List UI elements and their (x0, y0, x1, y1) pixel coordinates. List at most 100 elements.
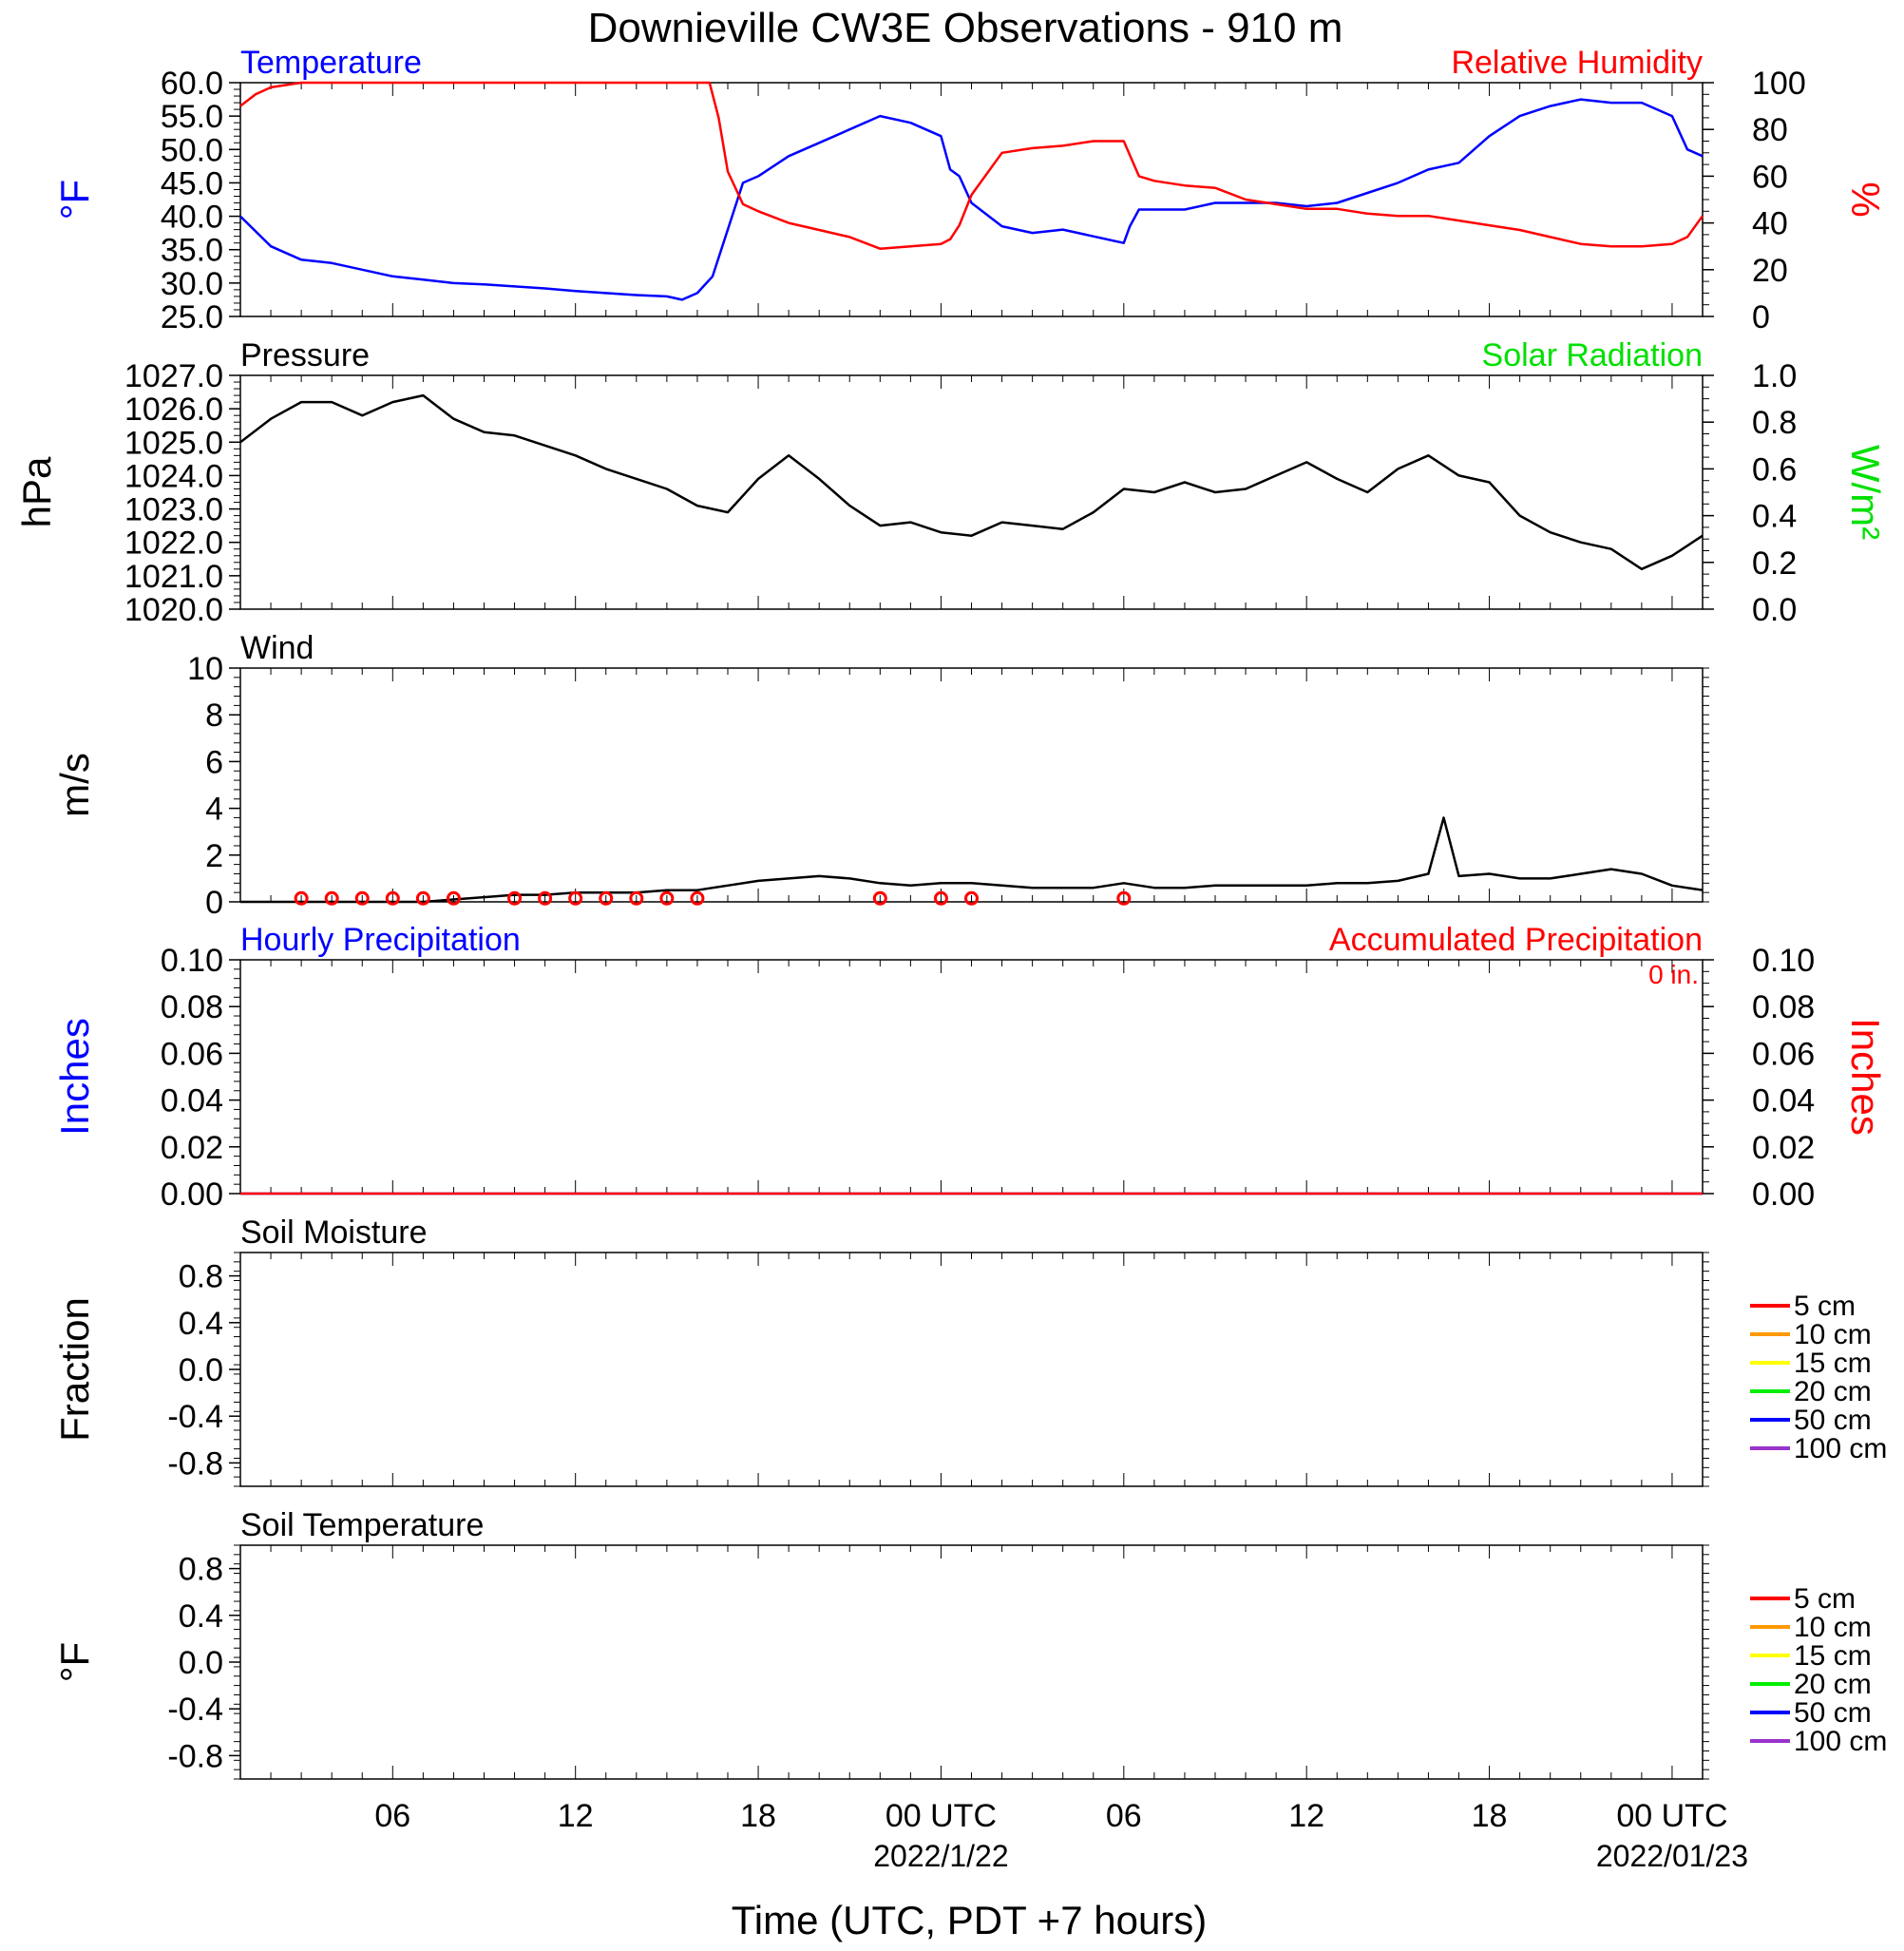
y-tick-label: 25.0 (161, 299, 223, 335)
y-tick-label: -0.4 (167, 1399, 223, 1435)
calm-wind-marker (538, 890, 553, 906)
x-date-label: 2022/01/23 (1596, 1839, 1748, 1873)
y-tick-label: 1026.0 (124, 392, 223, 428)
panel-title-right: Relative Humidity (1451, 45, 1703, 81)
y-tick-label: 0.8 (179, 1259, 223, 1295)
legend-label: 5 cm (1794, 1583, 1856, 1615)
y-tick-label: 4 (205, 792, 223, 828)
legend-label: 15 cm (1794, 1640, 1872, 1672)
series-line-relative-humidity (239, 81, 1704, 250)
y-right-axis-unit: W/m² (1843, 445, 1888, 540)
y-tick-label: -0.8 (167, 1445, 223, 1482)
y-right-tick-label: 0.02 (1752, 1130, 1815, 1166)
y-tick-label: 1027.0 (124, 358, 223, 394)
y-right-axis-unit: % (1843, 182, 1888, 217)
y-right-tick-label: 0.8 (1752, 405, 1797, 441)
x-tick-label: 06 (374, 1798, 410, 1834)
x-date-label: 2022/1/22 (873, 1839, 1008, 1873)
y-right-tick-label: 1.0 (1752, 358, 1797, 394)
calm-wind-marker (659, 890, 675, 906)
y-right-tick-label: 60 (1752, 159, 1788, 195)
y-right-tick-label: 0.4 (1752, 499, 1797, 535)
calm-wind-marker (629, 890, 644, 906)
x-tick-label: 06 (1106, 1798, 1142, 1834)
y-right-tick-label: 40 (1752, 206, 1788, 242)
panel-title-left: Soil Temperature (240, 1507, 484, 1543)
y-tick-label: 1022.0 (124, 526, 223, 562)
y-tick-label: 0.08 (161, 989, 223, 1025)
y-right-tick-label: 100 (1752, 66, 1806, 102)
y-right-tick-label: 0.08 (1752, 989, 1815, 1025)
calm-wind-marker (690, 890, 705, 906)
legend-label: 50 cm (1794, 1697, 1872, 1729)
y-tick-label: 45.0 (161, 165, 223, 201)
y-tick-label: 35.0 (161, 233, 223, 269)
plot-frame (239, 374, 1704, 610)
y-tick-label: 1023.0 (124, 492, 223, 528)
calm-wind-marker (1116, 890, 1132, 906)
y-right-tick-label: 0.04 (1752, 1083, 1815, 1119)
panel-title-left: Soil Moisture (240, 1215, 428, 1251)
y-tick-label: -0.8 (167, 1738, 223, 1774)
legend-label: 50 cm (1794, 1405, 1872, 1436)
y-tick-label: 0.0 (179, 1645, 223, 1681)
legend-label: 20 cm (1794, 1376, 1872, 1407)
plot-frame (239, 1544, 1704, 1780)
series-line-temperature (239, 98, 1704, 301)
y-tick-label: 40.0 (161, 200, 223, 236)
series-line-wind (240, 816, 1704, 904)
y-tick-label: 2 (205, 838, 223, 874)
calm-wind-marker (354, 890, 370, 906)
y-right-tick-label: 20 (1752, 253, 1788, 289)
y-axis-unit: hPa (14, 456, 59, 527)
panel-title-left: Wind (240, 630, 314, 666)
y-tick-label: 0.4 (179, 1598, 223, 1635)
x-tick-label: 12 (558, 1798, 594, 1834)
y-tick-label: 0.10 (161, 943, 223, 979)
y-right-tick-label: 0.2 (1752, 545, 1797, 582)
plot-frame (239, 667, 1704, 903)
panel-temperature-humidity: 25.030.035.040.045.050.055.060.0 0 20 40 60 8… (52, 45, 1888, 335)
y-right-tick-label: 0.06 (1752, 1036, 1815, 1072)
series-line-pressure (239, 393, 1704, 571)
y-tick-label: 1021.0 (124, 559, 223, 595)
panel-title-left: Pressure (240, 337, 370, 373)
legend-label: 100 cm (1794, 1433, 1887, 1464)
y-tick-label: 0.06 (161, 1036, 223, 1072)
y-tick-label: -0.4 (167, 1692, 223, 1728)
y-tick-label: 0.0 (179, 1352, 223, 1388)
y-tick-label: 1024.0 (124, 458, 223, 494)
y-axis-unit: °F (52, 1642, 97, 1682)
plot-frame (239, 959, 1704, 1195)
y-tick-label: 0.8 (179, 1552, 223, 1588)
calm-wind-marker (415, 890, 430, 906)
panel-wind: 0 2 4 6 8 10 m/s Wind (52, 630, 1709, 921)
calm-wind-marker (294, 890, 309, 906)
y-tick-label: 55.0 (161, 99, 223, 135)
calm-wind-marker (599, 890, 614, 906)
y-axis-unit: °F (52, 180, 97, 220)
x-tick-label: 00 UTC (885, 1798, 997, 1834)
y-tick-label: 6 (205, 744, 223, 780)
legend-label: 5 cm (1794, 1291, 1856, 1322)
accumulated-total-label: 0 in. (1648, 960, 1699, 989)
calm-wind-marker (324, 890, 339, 906)
y-axis-unit: Fraction (52, 1297, 97, 1442)
panel-title-right: Solar Radiation (1482, 337, 1703, 373)
x-tick-label: 18 (1472, 1798, 1508, 1834)
y-axis-unit: Inches (52, 1018, 97, 1136)
legend-label: 10 cm (1794, 1319, 1872, 1350)
y-tick-label: 1020.0 (124, 592, 223, 628)
panel-pressure: 1020.01021.01022.01023.01024.01025.01026… (14, 337, 1888, 628)
y-tick-label: 0.00 (161, 1176, 223, 1213)
legend-label: 100 cm (1794, 1726, 1887, 1757)
x-tick-label: 18 (740, 1798, 776, 1834)
legend-label: 20 cm (1794, 1669, 1872, 1700)
y-tick-label: 50.0 (161, 132, 223, 168)
legend-label: 10 cm (1794, 1612, 1872, 1643)
plot-frame (239, 1252, 1704, 1487)
y-tick-label: 8 (205, 698, 223, 734)
x-tick-label: 00 UTC (1616, 1798, 1727, 1834)
